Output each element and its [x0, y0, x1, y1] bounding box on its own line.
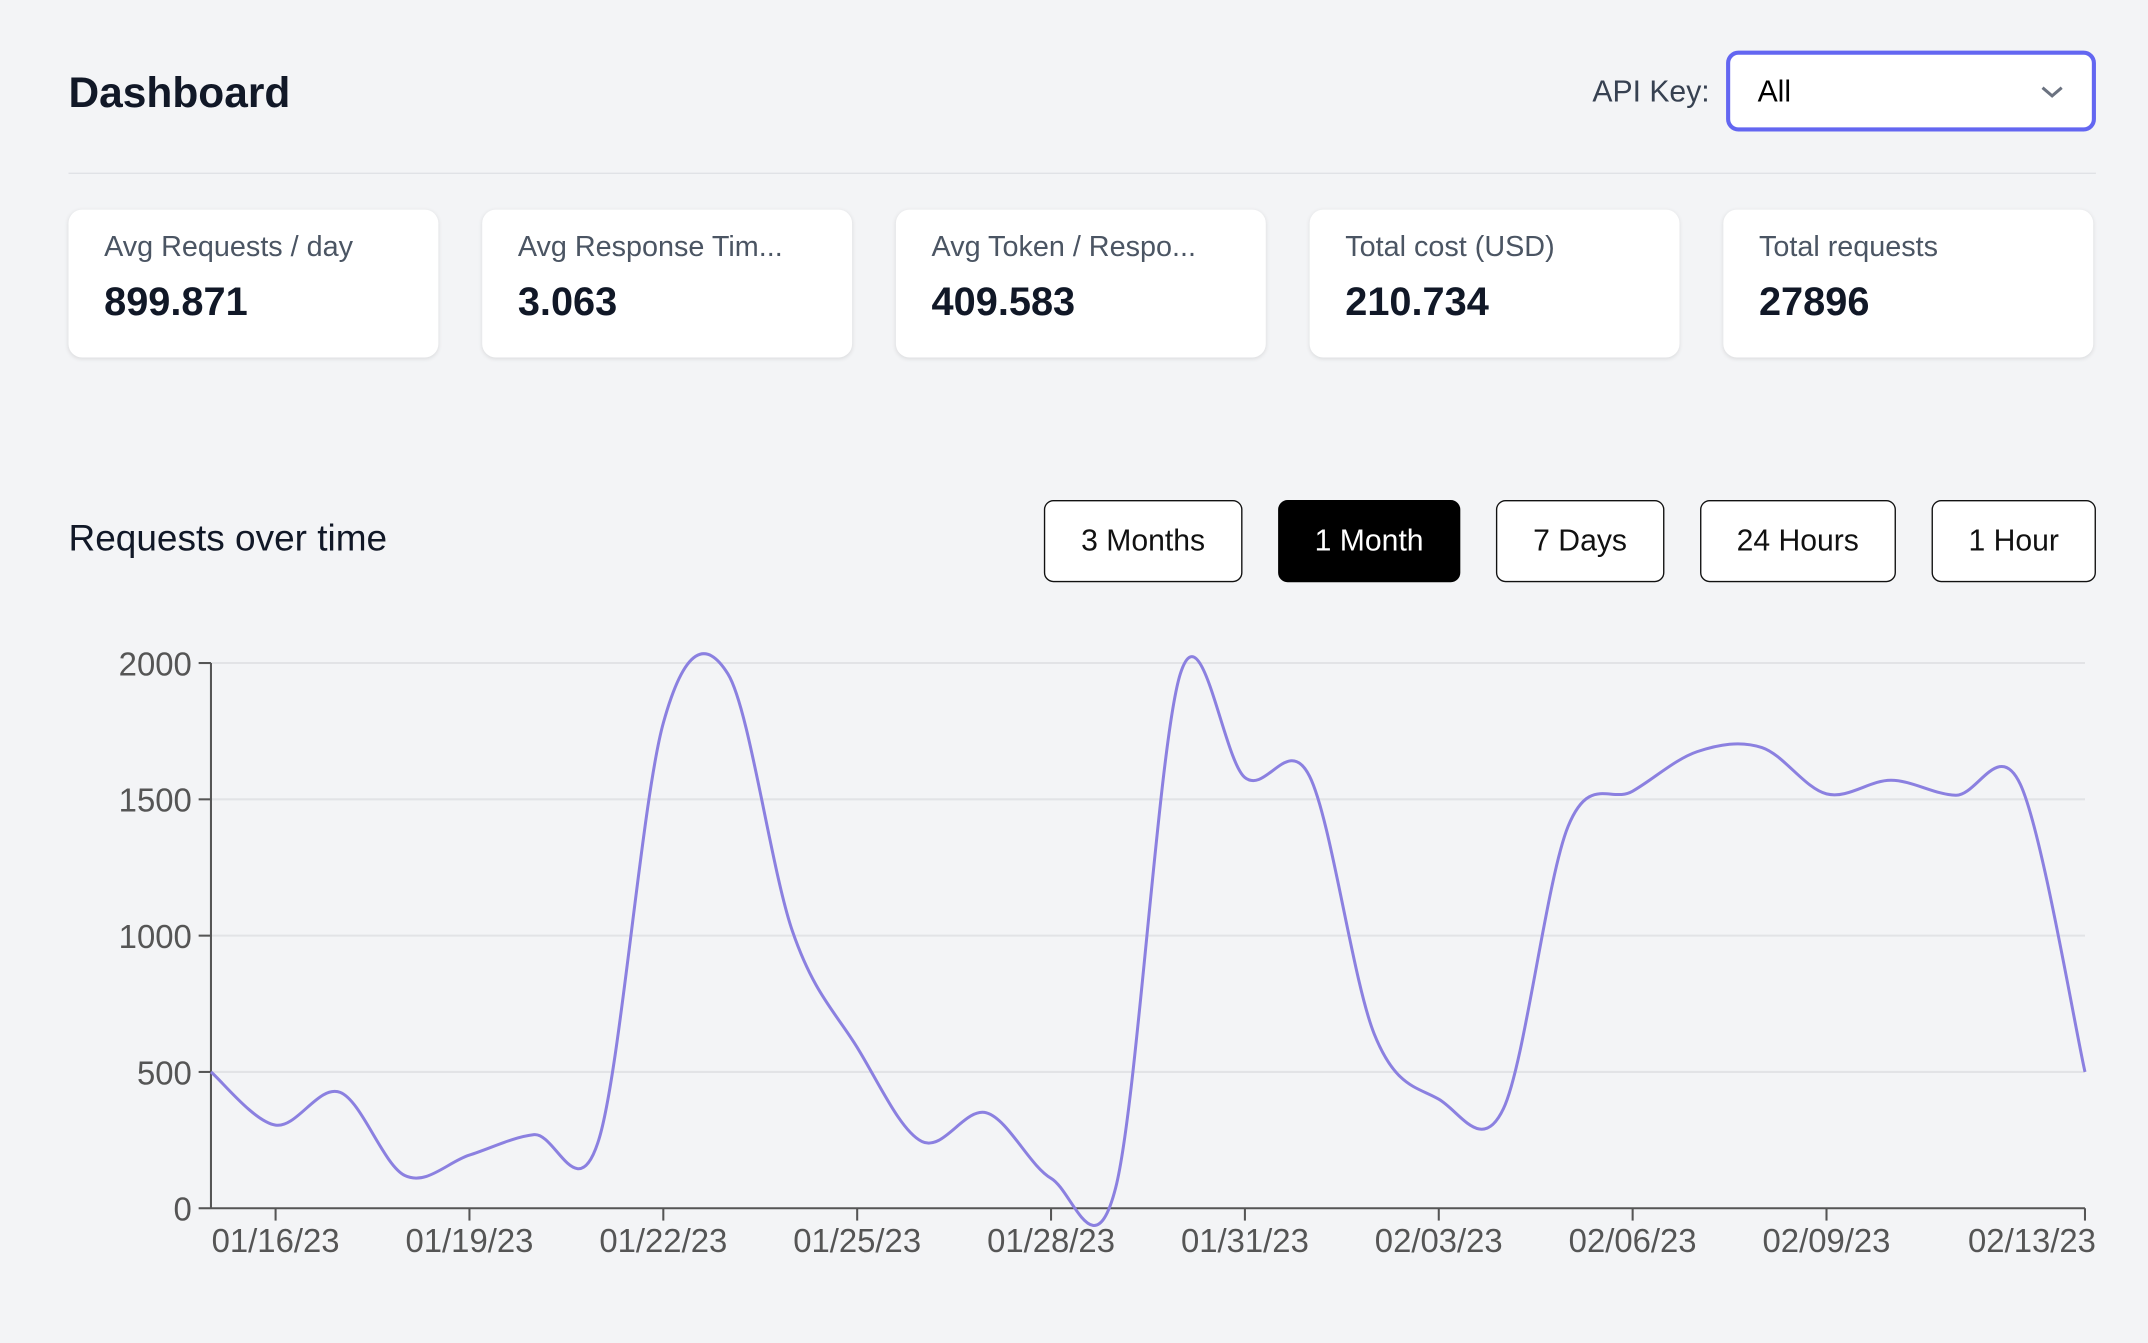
x-tick-label: 01/28/23	[987, 1222, 1115, 1259]
stat-label: Total cost (USD)	[1345, 231, 1555, 264]
chart-title: Requests over time	[68, 517, 388, 559]
requests-line	[209, 652, 2087, 1227]
stat-card-avg-response-time: Avg Response Tim... 3.063	[482, 209, 853, 358]
stat-label: Avg Requests / day	[104, 231, 354, 264]
stat-label: Avg Response Tim...	[517, 231, 783, 264]
y-tick-label: 0	[174, 1191, 192, 1228]
time-range-selector: 3 Months 1 Month 7 Days 24 Hours 1 Hour	[1044, 500, 2096, 583]
stat-value: 899.871	[104, 280, 248, 325]
x-tick-label: 01/25/23	[793, 1222, 921, 1259]
y-tick-label: 500	[137, 1054, 192, 1091]
api-key-select[interactable]: All	[1726, 50, 2096, 132]
page-title: Dashboard	[68, 68, 291, 117]
x-tick-label: 01/19/23	[405, 1222, 533, 1259]
x-tick-label: 02/06/23	[1569, 1222, 1697, 1259]
range-7-days-button[interactable]: 7 Days	[1496, 500, 1664, 583]
stat-label: Total requests	[1758, 231, 1939, 264]
y-tick-label: 1000	[119, 918, 192, 955]
stat-card-total-cost: Total cost (USD) 210.734	[1309, 209, 1680, 358]
range-3-months-button[interactable]: 3 Months	[1044, 500, 1243, 583]
api-key-label: API Key:	[1592, 73, 1710, 108]
x-tick-label: 01/31/23	[1181, 1222, 1309, 1259]
x-tick-label: 01/16/23	[212, 1222, 340, 1259]
range-24-hours-button[interactable]: 24 Hours	[1699, 500, 1896, 583]
stats-cards: Avg Requests / day 899.871 Avg Response T…	[68, 209, 2094, 358]
x-tick-label: 02/03/23	[1375, 1222, 1503, 1259]
api-key-filter: API Key: All	[1592, 50, 2096, 132]
divider	[68, 172, 2096, 174]
chevron-down-icon	[2041, 85, 2063, 98]
stat-value: 409.583	[931, 280, 1076, 325]
y-tick-label: 2000	[119, 645, 192, 682]
range-1-hour-button[interactable]: 1 Hour	[1931, 500, 2096, 583]
stat-label: Avg Token / Respo...	[931, 231, 1196, 264]
stat-value: 3.063	[517, 280, 618, 325]
y-tick-label: 1500	[119, 782, 192, 819]
stat-card-avg-requests: Avg Requests / day 899.871	[68, 209, 439, 358]
x-tick-label: 01/22/23	[599, 1222, 727, 1259]
stat-card-total-requests: Total requests 27896	[1723, 209, 2094, 358]
stat-card-avg-token: Avg Token / Respo... 409.583	[895, 209, 1266, 358]
stat-value: 27896	[1758, 280, 1870, 325]
stat-value: 210.734	[1345, 280, 1489, 325]
range-1-month-button[interactable]: 1 Month	[1277, 500, 1461, 583]
x-tick-label: 02/13/23	[1968, 1222, 2096, 1259]
api-key-value: All	[1757, 73, 1792, 108]
x-tick-label: 02/09/23	[1763, 1222, 1891, 1259]
